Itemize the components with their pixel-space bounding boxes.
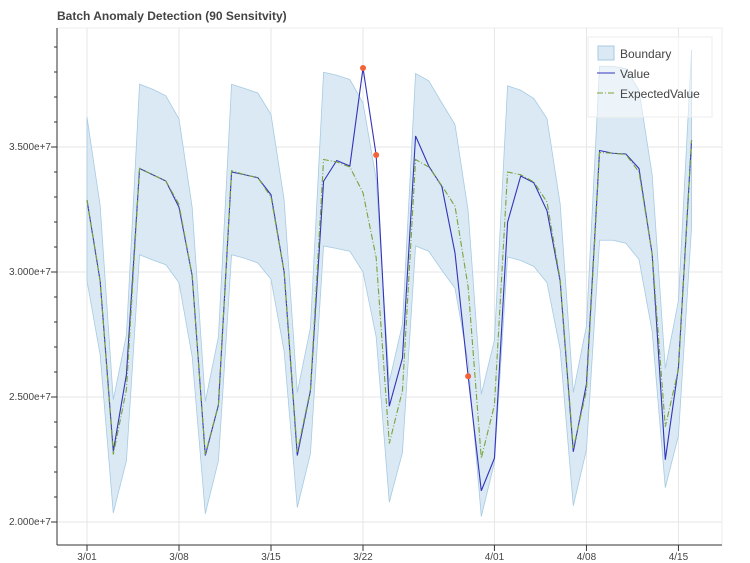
y-tick-label: 2.500e+7 (9, 392, 51, 403)
y-tick-label: 2.000e+7 (9, 517, 51, 528)
legend-label: Value (620, 67, 650, 81)
x-tick-label: 3/08 (169, 552, 189, 563)
y-tick-label: 3.500e+7 (9, 142, 51, 153)
legend-label: ExpectedValue (620, 87, 700, 101)
legend-swatch-boundary (597, 45, 615, 61)
anomaly-point (373, 152, 380, 158)
legend: Boundary Value ExpectedValue (587, 36, 713, 118)
x-tick-label: 3/01 (77, 552, 97, 563)
boundary-band (86, 49, 692, 517)
x-tick-label: 4/08 (577, 552, 597, 563)
chart-title: Batch Anomaly Detection (90 Sensitvity) (57, 9, 287, 23)
anomaly-point (360, 65, 367, 71)
x-tick-label: 4/01 (485, 552, 505, 563)
series-line-expectedvalue (86, 139, 693, 459)
x-tick-label: 3/15 (261, 552, 281, 563)
y-tick-label: 3.000e+7 (9, 267, 51, 278)
anomaly-point (465, 373, 472, 380)
x-tick-label: 3/22 (353, 552, 373, 563)
x-tick-label: 4/15 (669, 552, 689, 563)
legend-label: Boundary (620, 47, 671, 61)
